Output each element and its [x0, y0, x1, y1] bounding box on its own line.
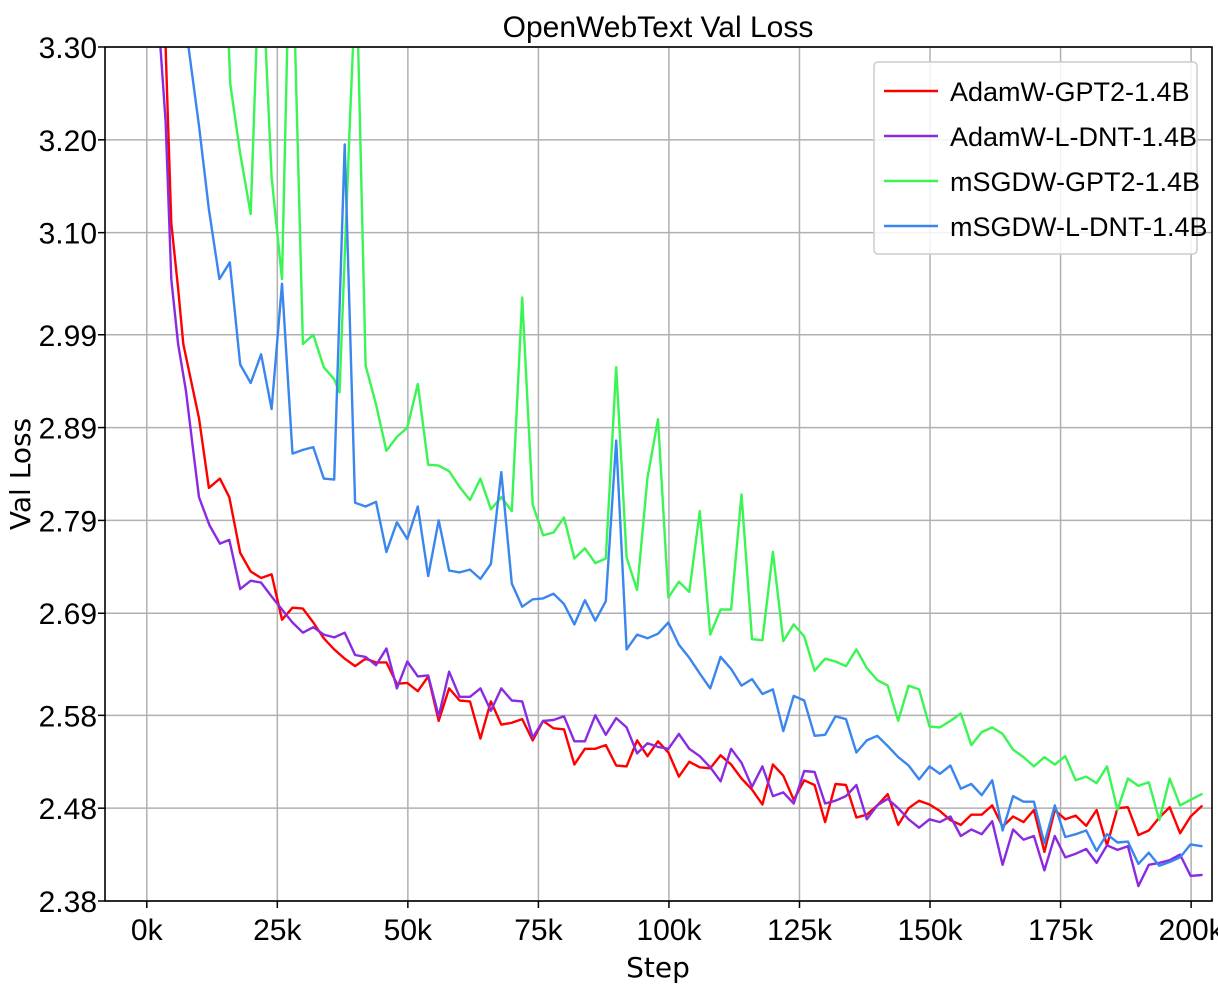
legend-label: AdamW-L-DNT-1.4B — [950, 122, 1197, 152]
y-axis-ticks: 2.38 2.48 2.58 2.69 2.79 2.89 2.99 3.10 3.20 3.30 — [39, 32, 105, 919]
legend-label: AdamW-GPT2-1.4B — [950, 77, 1190, 107]
y-tick-label: 2.99 — [39, 320, 97, 353]
x-axis-label: Step — [626, 951, 690, 984]
legend-label: mSGDW-GPT2-1.4B — [950, 167, 1200, 197]
legend-label: mSGDW-L-DNT-1.4B — [950, 212, 1208, 242]
y-tick-label: 2.89 — [39, 413, 97, 446]
x-tick-label: 75k — [514, 914, 563, 947]
x-tick-label: 0k — [131, 914, 164, 947]
x-tick-label: 175k — [1028, 914, 1094, 947]
x-tick-label: 125k — [767, 914, 833, 947]
x-tick-label: 50k — [384, 914, 433, 947]
x-tick-label: 150k — [897, 914, 963, 947]
series-line-adamw-gpt2-1-4b — [164, 47, 1203, 853]
series-line-msgdw-l-dnt-1-4b — [187, 47, 1203, 867]
x-axis-ticks: 0k 25k 50k 75k 100k 125k 150k 175k 200k — [131, 901, 1218, 947]
x-tick-label: 100k — [636, 914, 702, 947]
plot-frame — [104, 46, 1213, 902]
series-line-adamw-l-dnt-1-4b — [159, 47, 1203, 888]
legend-box — [873, 61, 1198, 255]
series-lines — [159, 47, 1203, 888]
y-axis-label: Val Loss — [4, 418, 37, 530]
y-tick-label: 3.30 — [39, 32, 97, 65]
legend: AdamW-GPT2-1.4B AdamW-L-DNT-1.4B mSGDW-GPT… — [873, 61, 1208, 255]
y-tick-label: 2.79 — [39, 505, 97, 538]
grid-lines — [105, 46, 1212, 902]
x-tick-label: 200k — [1159, 914, 1218, 947]
chart-title: OpenWebText Val Loss — [503, 11, 814, 44]
y-tick-label: 2.69 — [39, 598, 97, 631]
y-tick-label: 2.58 — [39, 700, 97, 733]
x-tick-label: 25k — [253, 914, 302, 947]
series-line-msgdw-gpt2-1-4b — [227, 47, 1203, 822]
y-tick-label: 2.48 — [39, 793, 97, 826]
y-tick-label: 3.10 — [39, 218, 97, 251]
y-tick-label: 2.38 — [39, 886, 97, 919]
y-tick-label: 3.20 — [39, 125, 97, 158]
